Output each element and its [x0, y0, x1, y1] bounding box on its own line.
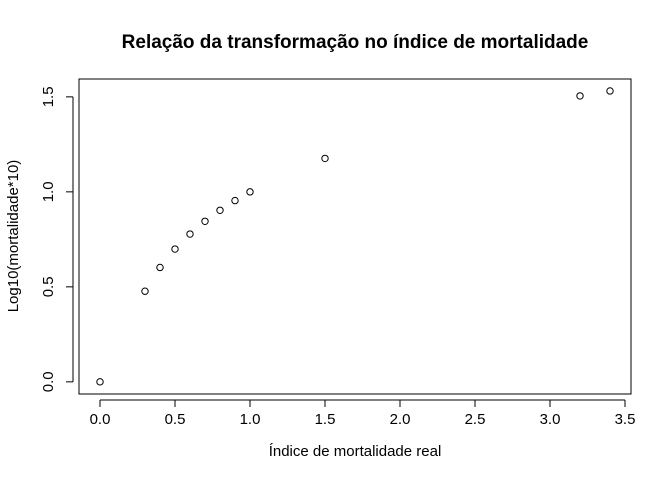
- x-tick-label: 2.5: [465, 411, 486, 428]
- data-point: [201, 217, 209, 226]
- x-tick-label: 3.0: [540, 411, 561, 428]
- y-tick-label: 0.0: [40, 371, 57, 392]
- data-point: [156, 263, 164, 272]
- data-point: [186, 230, 194, 238]
- x-tick-label: 0.5: [165, 411, 186, 428]
- x-axis: 0.0 0.5 1.0 1.5 2.0 2.5 3.0 3.5: [90, 399, 636, 428]
- data-point: [171, 245, 179, 253]
- data-point: [141, 287, 149, 295]
- data-point: [576, 92, 584, 100]
- data-point: [321, 154, 329, 163]
- data-points: [96, 87, 614, 386]
- data-point: [246, 188, 254, 196]
- y-tick-label: 1.5: [40, 86, 57, 107]
- x-tick-label: 1.5: [315, 411, 336, 428]
- y-tick-label: 1.0: [40, 181, 57, 202]
- y-axis: 0.0 0.5 1.0 1.5: [40, 86, 74, 392]
- x-tick-label: 0.0: [90, 411, 111, 428]
- x-tick-label: 2.0: [390, 411, 411, 428]
- chart-title: Relação da transformação no índice de mo…: [122, 32, 589, 53]
- data-point: [606, 87, 614, 95]
- x-tick-label: 1.0: [240, 411, 261, 428]
- x-axis-label: Índice de mortalidade real: [269, 443, 442, 460]
- y-axis-label: Log10(mortalidade*10): [5, 160, 22, 313]
- data-point: [216, 206, 224, 214]
- y-tick-label: 0.5: [40, 276, 57, 297]
- data-point: [96, 378, 104, 386]
- x-tick-label: 3.5: [615, 411, 636, 428]
- plot-frame: [78, 78, 632, 395]
- data-point: [231, 196, 239, 205]
